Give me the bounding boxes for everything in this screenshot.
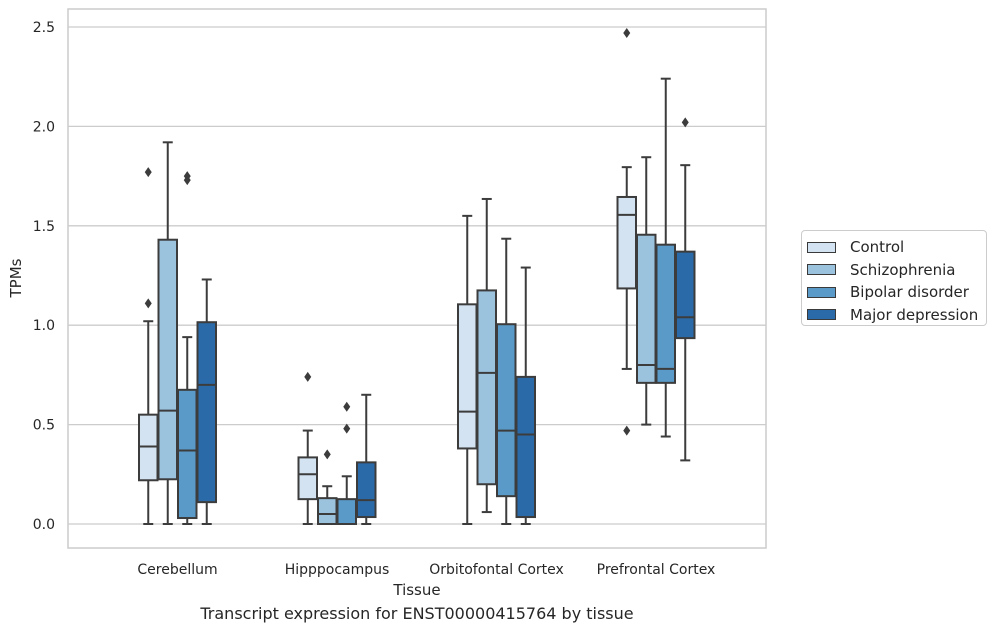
- outlier-point: [304, 371, 312, 382]
- box: [297, 371, 318, 525]
- box: [655, 77, 676, 438]
- box-body: [177, 388, 198, 520]
- box: [138, 167, 159, 525]
- box: [515, 266, 536, 525]
- box-body: [317, 497, 338, 526]
- box-body: [297, 456, 318, 501]
- series-major-depression: [196, 117, 696, 525]
- box: [196, 278, 217, 525]
- outlier-point: [681, 117, 689, 128]
- outlier-point: [623, 425, 631, 436]
- box-body: [515, 375, 536, 519]
- outlier-point: [323, 449, 331, 460]
- box: [616, 27, 637, 436]
- box-body: [336, 498, 357, 525]
- box: [336, 401, 357, 525]
- y-tick-label: 1.0: [33, 318, 55, 334]
- box-body: [157, 238, 178, 481]
- x-tick-label: Orbitofontal Cortex: [429, 562, 564, 578]
- box: [356, 393, 377, 525]
- legend-swatch: [807, 309, 836, 321]
- outlier-point: [343, 401, 351, 412]
- box-body: [457, 303, 478, 450]
- box-body: [675, 250, 696, 340]
- y-tick-label: 2.5: [33, 20, 55, 36]
- y-tick-label: 2.0: [33, 119, 55, 135]
- box: [675, 117, 696, 462]
- x-tick-label: Hipppocampus: [285, 562, 390, 578]
- legend-swatch: [807, 241, 836, 253]
- legend-label: Schizophrenia: [850, 260, 956, 279]
- legend-swatch: [807, 264, 836, 276]
- box: [157, 141, 178, 525]
- series-schizophrenia: [157, 141, 657, 526]
- box-body: [476, 289, 497, 486]
- outlier-point: [144, 298, 152, 309]
- box-series: [138, 27, 696, 526]
- legend-item: Bipolar disorder: [807, 281, 986, 304]
- x-tick-label: Prefrontal Cortex: [597, 562, 716, 578]
- box: [476, 197, 497, 514]
- box-body: [636, 233, 657, 384]
- box: [317, 449, 338, 526]
- y-tick-label: 0.0: [33, 517, 55, 533]
- box-body: [496, 323, 517, 498]
- legend-label: Control: [850, 238, 905, 257]
- outlier-point: [343, 423, 351, 434]
- legend-item: Control: [807, 236, 986, 259]
- legend-label: Major depression: [850, 305, 979, 324]
- outlier-point: [183, 171, 191, 182]
- legend-swatch: [807, 286, 836, 298]
- series-bipolar-disorder: [177, 77, 676, 525]
- box: [496, 237, 517, 525]
- x-tick-labels: Cerebellum Hipppocampus Orbitofontal Corte…: [137, 562, 715, 578]
- y-tick-label: 0.5: [33, 418, 55, 434]
- series-control: [138, 27, 637, 525]
- box-body: [616, 195, 637, 290]
- legend-item: Major depression: [807, 304, 986, 327]
- legend: Control Schizophrenia Bipolar disorder Majo…: [801, 230, 987, 326]
- y-tick-label: 1.5: [33, 219, 55, 235]
- x-axis-label: Tissue: [392, 581, 440, 599]
- box-body: [356, 461, 377, 519]
- outlier-point: [144, 167, 152, 178]
- y-axis-label: TPMs: [7, 258, 25, 298]
- box-body: [196, 321, 217, 504]
- outlier-point: [623, 27, 631, 38]
- box-body: [655, 243, 676, 384]
- legend-label: Bipolar disorder: [850, 283, 969, 302]
- y-tick-labels: 0.0 0.5 1.0 1.5 2.0 2.5: [33, 20, 55, 533]
- x-tick-label: Cerebellum: [137, 562, 217, 578]
- chart-caption: Transcript expression for ENST0000041576…: [200, 604, 634, 623]
- legend-item: Schizophrenia: [807, 259, 986, 282]
